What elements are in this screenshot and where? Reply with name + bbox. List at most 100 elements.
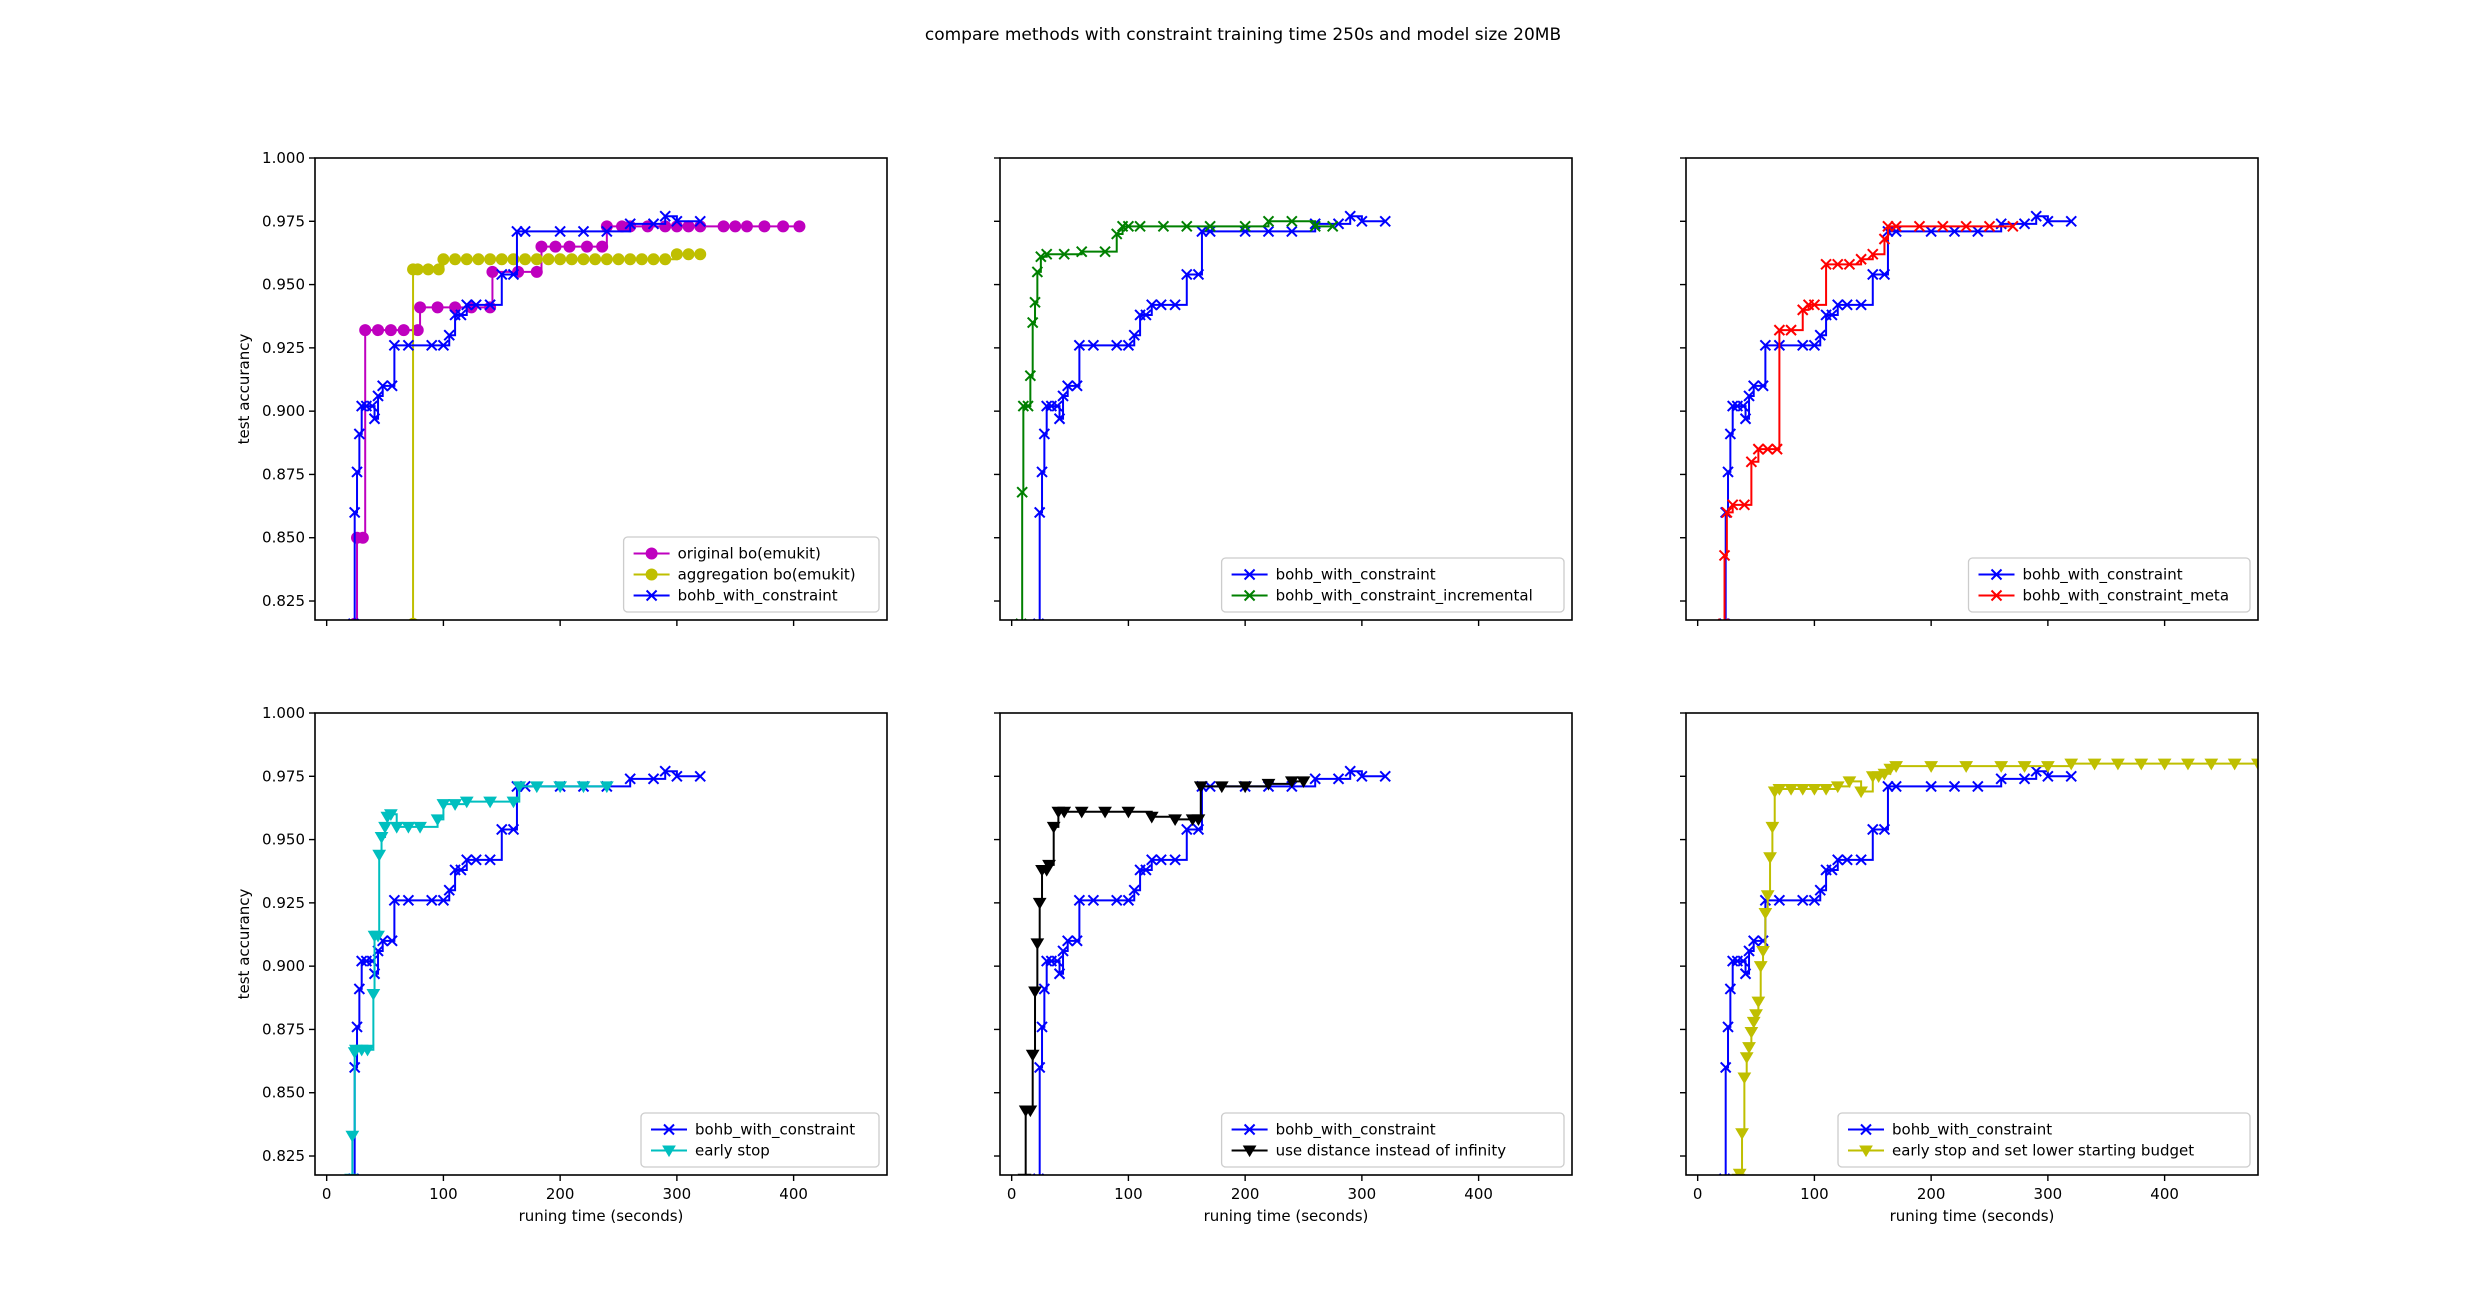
data-point — [519, 253, 532, 266]
legend-marker — [1990, 568, 2003, 581]
y-tick-label: 0.825 — [262, 1147, 305, 1165]
data-point — [386, 935, 398, 947]
data-point — [529, 781, 544, 794]
data-point — [496, 268, 508, 281]
data-point — [1073, 894, 1086, 907]
data-point — [1309, 773, 1321, 785]
data-point — [1017, 400, 1030, 412]
data-point — [1743, 945, 1755, 957]
data-point — [1023, 1105, 1038, 1118]
data-point — [2064, 758, 2079, 771]
data-point — [1867, 268, 1879, 281]
data-point — [437, 894, 450, 907]
legend-label: bohb_with_constraint — [1276, 1121, 1436, 1140]
data-point — [2018, 218, 2031, 230]
data-point — [1739, 1052, 1754, 1064]
data-point — [1028, 986, 1042, 999]
data-point — [2134, 758, 2149, 771]
data-point — [455, 864, 467, 876]
data-point — [401, 821, 416, 834]
data-point — [694, 770, 706, 782]
data-point — [1344, 210, 1356, 222]
data-point — [1168, 814, 1182, 827]
subplot-4: 0 100 200 300 400 0.825 0.850 0.875 0.900 0.925 0.… — [235, 704, 888, 1225]
data-point — [1121, 806, 1136, 819]
y-tick-label: 0.975 — [262, 767, 305, 785]
data-point — [1739, 968, 1752, 980]
data-point — [1749, 1009, 1763, 1021]
data-point — [2042, 770, 2054, 782]
data-point — [1878, 268, 1891, 281]
subplot-5: 0 100 200 300 400 runing time (seconds) bohb_w… — [994, 712, 1573, 1225]
data-point — [1877, 768, 1892, 781]
data-point — [1286, 215, 1298, 227]
y-tick-label: 0.825 — [262, 592, 305, 610]
data-point — [1146, 299, 1158, 311]
legend-label: bohb_with_constraint — [1276, 566, 1436, 585]
data-point — [1756, 945, 1770, 958]
data-point — [1814, 329, 1826, 341]
legend-box — [1967, 557, 2251, 613]
data-point — [1948, 780, 1961, 793]
x-axis-label: runing time (seconds) — [1890, 1207, 2055, 1225]
data-point — [411, 263, 424, 276]
data-point — [449, 301, 462, 314]
data-point — [729, 220, 742, 233]
legend-label: aggregation bo(emukit) — [678, 566, 856, 584]
data-point — [1058, 248, 1070, 260]
data-point — [1193, 781, 1208, 794]
data-point — [436, 799, 451, 811]
data-point — [1076, 245, 1088, 258]
data-point — [484, 253, 497, 266]
data-point — [366, 400, 378, 412]
data-point — [1140, 309, 1152, 321]
data-point — [511, 225, 523, 238]
data-point — [1721, 506, 1733, 519]
x-tick-label: 100 — [1114, 1185, 1143, 1203]
data-point — [1040, 400, 1053, 412]
x-tick-label: 300 — [1348, 1185, 1377, 1203]
data-point — [507, 268, 520, 281]
data-point — [1062, 380, 1074, 392]
data-point — [1841, 854, 1853, 866]
axes-frame — [1685, 712, 2259, 1176]
data-point — [1867, 823, 1879, 836]
data-point — [366, 988, 381, 1001]
data-point — [1239, 225, 1251, 238]
data-point — [437, 339, 450, 352]
data-point — [1053, 413, 1066, 425]
data-point — [1087, 339, 1100, 352]
data-point — [484, 299, 496, 311]
data-point — [1972, 225, 1984, 238]
data-point — [348, 506, 361, 519]
data-point — [402, 339, 415, 352]
data-point — [563, 240, 576, 253]
x-tick-label: 100 — [1800, 1185, 1829, 1203]
data-point — [1155, 299, 1167, 311]
legend: original bo(emukit) aggregation bo(emukit… — [622, 536, 880, 613]
data-point — [1099, 245, 1111, 258]
series-line-2 — [1723, 225, 2013, 620]
data-point — [1995, 773, 2007, 785]
y-tick-label: 1.000 — [262, 149, 305, 167]
data-point — [1795, 783, 1810, 796]
x-tick-label: 400 — [779, 1185, 808, 1203]
plot-area — [344, 765, 706, 1175]
data-point — [1016, 486, 1028, 498]
data-point — [1379, 770, 1391, 782]
data-point — [1128, 329, 1140, 341]
data-point — [1925, 780, 1937, 793]
x-tick-label: 0 — [1693, 1185, 1703, 1203]
data-point — [1882, 780, 1894, 793]
data-point — [1742, 1042, 1756, 1054]
data-point — [717, 220, 730, 233]
data-point — [1030, 938, 1045, 951]
data-point — [355, 400, 368, 412]
data-point — [512, 781, 527, 794]
data-point — [1296, 776, 1311, 789]
data-point — [1737, 400, 1749, 412]
data-point — [1111, 228, 1123, 240]
